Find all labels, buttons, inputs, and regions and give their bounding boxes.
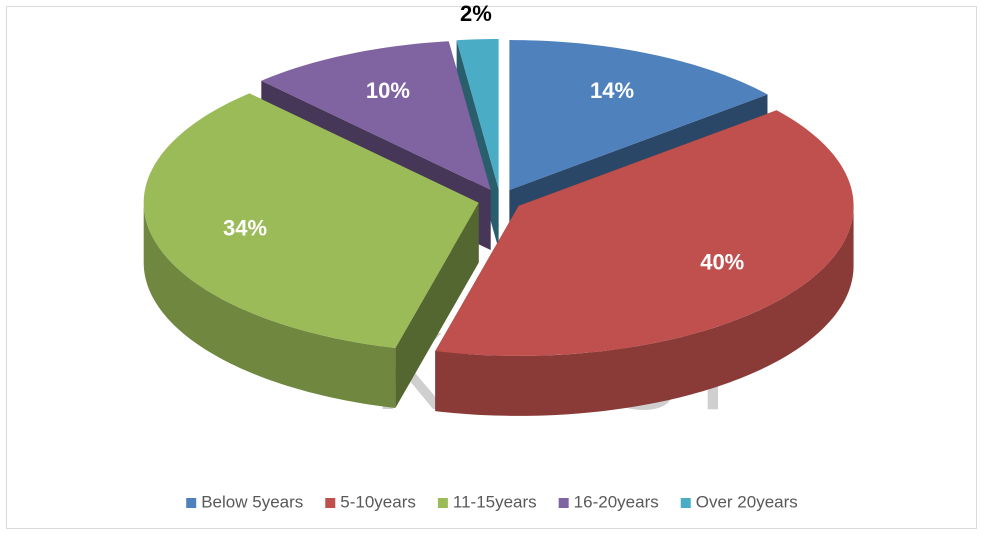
pie: 14% 40% 34% 10% 2% [143, 1, 854, 416]
slice [456, 39, 499, 190]
legend-label: 11-15years [453, 492, 537, 511]
slice-side [395, 202, 479, 409]
slice-rim [143, 202, 396, 409]
data-label: 34% [223, 215, 267, 240]
data-label: 40% [700, 250, 744, 275]
legend-swatch [186, 498, 197, 508]
slice [435, 110, 854, 356]
legend-label: 5-10years [340, 492, 416, 511]
legend-label: 16-20years [574, 492, 659, 511]
legend-label: Below 5years [201, 492, 303, 511]
legend: Below 5years 5-10years 11-15years 16-20year… [186, 492, 798, 511]
legend-swatch [325, 498, 336, 508]
slice [261, 41, 491, 191]
legend-item: 5-10years [325, 492, 416, 511]
legend-label: Over 20years [696, 492, 798, 511]
legend-item: 16-20years [558, 492, 659, 511]
legend-item: 11-15years [437, 492, 537, 511]
data-label: 10% [366, 78, 410, 103]
legend-swatch [558, 498, 569, 508]
legend-swatch [680, 498, 691, 508]
data-label: 2% [460, 1, 492, 26]
legend-swatch [437, 498, 448, 508]
legend-item: Below 5years [186, 492, 303, 511]
slice [143, 93, 479, 349]
legend-item: Over 20years [680, 492, 798, 511]
data-label: 14% [590, 78, 634, 103]
slice-rim [435, 205, 854, 416]
slice [509, 40, 768, 191]
